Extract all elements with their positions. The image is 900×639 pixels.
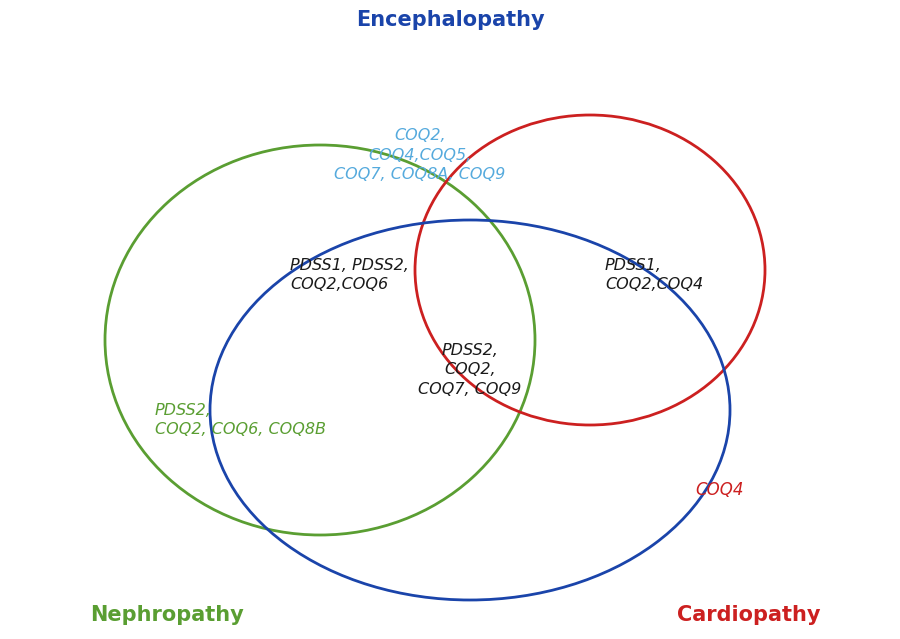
Text: Encephalopathy: Encephalopathy <box>356 10 544 30</box>
Text: COQ2,
COQ4,COQ5,
COQ7, COQ8A, COQ9: COQ2, COQ4,COQ5, COQ7, COQ8A, COQ9 <box>335 128 506 182</box>
Text: Cardiopathy: Cardiopathy <box>677 605 820 625</box>
Text: Nephropathy: Nephropathy <box>90 605 244 625</box>
Text: PDSS1, PDSS2,
COQ2,COQ6: PDSS1, PDSS2, COQ2,COQ6 <box>290 258 409 293</box>
Text: PDSS2,
COQ2,
COQ7, COQ9: PDSS2, COQ2, COQ7, COQ9 <box>418 343 522 397</box>
Text: PDSS1,
COQ2,COQ4: PDSS1, COQ2,COQ4 <box>605 258 703 293</box>
Text: COQ4: COQ4 <box>696 481 744 499</box>
Text: PDSS2,
COQ2, COQ6, COQ8B: PDSS2, COQ2, COQ6, COQ8B <box>155 403 326 438</box>
